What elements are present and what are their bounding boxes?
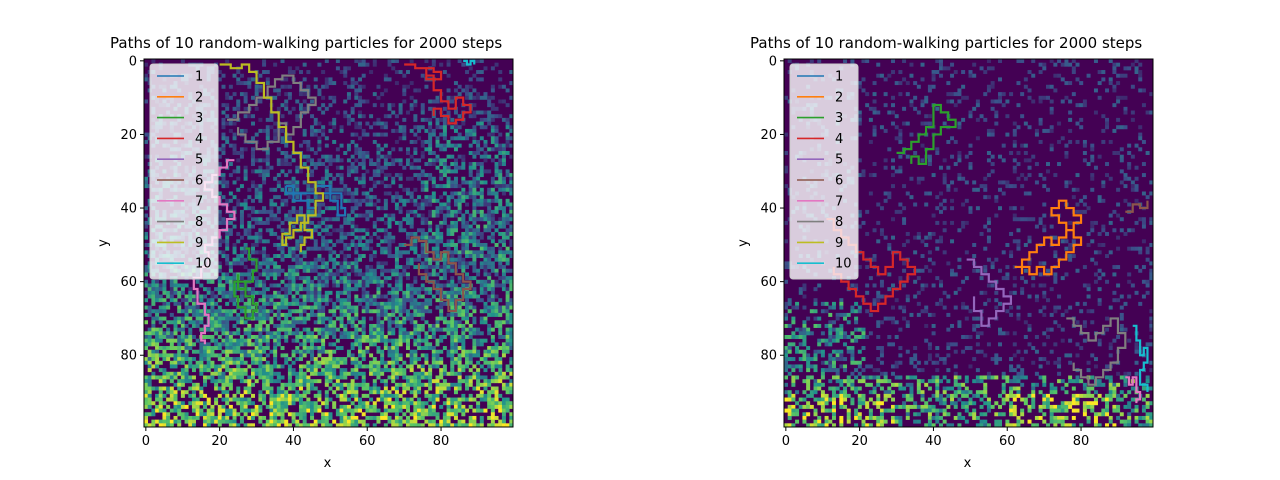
y-tick-label: 40 xyxy=(760,202,777,217)
legend-label: 4 xyxy=(835,132,843,147)
legend-label: 4 xyxy=(195,132,203,147)
series-path-8 xyxy=(1066,317,1127,386)
y-tick-label: 0 xyxy=(129,54,137,69)
legend-label: 9 xyxy=(835,236,843,251)
legend-label: 9 xyxy=(195,236,203,251)
series-path-10 xyxy=(1132,324,1149,393)
y-tick-label: 80 xyxy=(760,349,777,364)
legend: 1 2 3 4 5 6 7 8 9 10 xyxy=(149,63,219,280)
x-tick-label: 0 xyxy=(782,434,790,449)
legend-label: 1 xyxy=(835,70,843,85)
series-path-10 xyxy=(463,59,476,66)
legend-label: 6 xyxy=(195,174,203,189)
x-tick-label: 20 xyxy=(851,434,868,449)
series-path-2 xyxy=(1014,199,1083,276)
chart-panel-left: Paths of 10 random-walking particles for… xyxy=(96,34,514,471)
series-path-9 xyxy=(219,63,325,253)
x-axis-label: x xyxy=(324,456,332,471)
legend-label: 8 xyxy=(195,215,203,230)
x-tick-label: 80 xyxy=(1073,434,1090,449)
x-tick-label: 0 xyxy=(142,434,150,449)
series-path-7 xyxy=(1125,376,1142,404)
legend-label: 1 xyxy=(195,70,203,85)
legend: 1 2 3 4 5 6 7 8 9 10 xyxy=(789,63,859,280)
chart-title: Paths of 10 random-walking particles for… xyxy=(750,34,1143,52)
y-axis-label: y xyxy=(736,239,751,247)
y-tick-label: 20 xyxy=(120,128,137,143)
legend-label: 5 xyxy=(195,153,203,168)
series-path-6 xyxy=(1125,200,1149,213)
x-tick-label: 60 xyxy=(359,434,376,449)
chart-left-svg: 0 20 40 60 80 0 20 40 60 80 x y 1 2 3 4 5 6 7 8 9 10 xyxy=(96,54,514,471)
legend-label: 3 xyxy=(835,111,843,126)
series-path-4 xyxy=(404,63,472,125)
y-tick-label: 20 xyxy=(760,128,777,143)
x-tick-label: 40 xyxy=(285,434,302,449)
series-path-3 xyxy=(233,247,258,320)
x-tick-label: 40 xyxy=(925,434,942,449)
legend-label: 7 xyxy=(835,194,843,209)
legend-label: 2 xyxy=(835,90,843,105)
x-tick-label: 60 xyxy=(999,434,1016,449)
chart-right-svg: 0 20 40 60 80 0 20 40 60 80 x y 1 2 3 4 5 6 7 8 9 10 xyxy=(736,54,1154,471)
series-path-8 xyxy=(227,74,317,151)
series-path-6 xyxy=(404,236,472,313)
legend-label: 5 xyxy=(835,153,843,168)
x-tick-label: 80 xyxy=(433,434,450,449)
series-path-3 xyxy=(896,103,957,165)
y-tick-label: 40 xyxy=(120,202,137,217)
legend-label: 10 xyxy=(835,257,852,272)
legend-label: 7 xyxy=(195,194,203,209)
legend-label: 6 xyxy=(835,174,843,189)
y-tick-label: 60 xyxy=(760,275,777,290)
y-axis-label: y xyxy=(96,239,111,247)
legend-label: 8 xyxy=(835,215,843,230)
x-axis-label: x xyxy=(964,456,972,471)
series-path-5 xyxy=(966,258,1013,327)
y-tick-label: 80 xyxy=(120,349,137,364)
y-tick-label: 60 xyxy=(120,275,137,290)
x-tick-label: 20 xyxy=(211,434,228,449)
legend-label: 10 xyxy=(195,257,212,272)
series-path-1 xyxy=(284,184,347,217)
y-tick-label: 0 xyxy=(769,54,777,69)
chart-panel-right: Paths of 10 random-walking particles for… xyxy=(640,0,1280,480)
axes-frame xyxy=(783,58,1154,428)
legend-label: 2 xyxy=(195,90,203,105)
legend-label: 3 xyxy=(195,111,203,126)
chart-title: Paths of 10 random-walking particles for… xyxy=(110,34,503,52)
axes-frame xyxy=(143,58,514,428)
